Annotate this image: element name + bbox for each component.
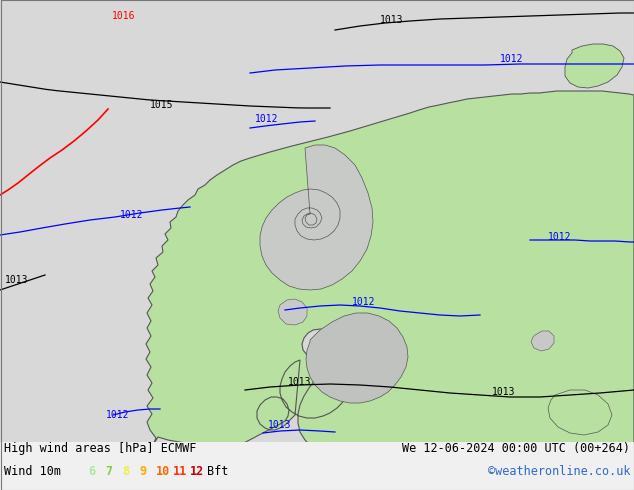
Text: 6: 6: [88, 465, 95, 478]
Text: 1013: 1013: [380, 15, 403, 25]
Text: 7: 7: [105, 465, 112, 478]
Polygon shape: [278, 299, 307, 325]
Text: 1012: 1012: [352, 297, 375, 307]
Text: 1012: 1012: [106, 410, 129, 420]
Text: 1015: 1015: [150, 100, 174, 110]
Text: Bft: Bft: [207, 465, 228, 478]
Text: Wind 10m: Wind 10m: [4, 465, 61, 478]
Polygon shape: [306, 313, 408, 403]
Text: We 12-06-2024 00:00 UTC (00+264): We 12-06-2024 00:00 UTC (00+264): [402, 442, 630, 455]
Text: 1012: 1012: [500, 54, 524, 64]
Text: High wind areas [hPa] ECMWF: High wind areas [hPa] ECMWF: [4, 442, 197, 455]
Text: 1013: 1013: [492, 387, 515, 397]
Text: ©weatheronline.co.uk: ©weatheronline.co.uk: [488, 465, 630, 478]
Text: 1012: 1012: [120, 210, 143, 220]
Polygon shape: [548, 390, 612, 435]
Text: 9: 9: [139, 465, 146, 478]
Text: 11: 11: [173, 465, 187, 478]
Polygon shape: [260, 145, 373, 290]
Text: 1016: 1016: [112, 11, 136, 21]
Text: 1012: 1012: [548, 232, 571, 242]
Polygon shape: [531, 331, 554, 351]
Text: 1013: 1013: [288, 377, 311, 387]
Text: 8: 8: [122, 465, 129, 478]
Text: 1013: 1013: [5, 275, 29, 285]
Polygon shape: [146, 91, 634, 445]
Text: 1012: 1012: [255, 114, 278, 124]
Polygon shape: [565, 44, 624, 88]
Bar: [0, 442, 634, 490]
Text: 10: 10: [156, 465, 171, 478]
Text: 1013: 1013: [268, 420, 292, 430]
Text: 12: 12: [190, 465, 204, 478]
